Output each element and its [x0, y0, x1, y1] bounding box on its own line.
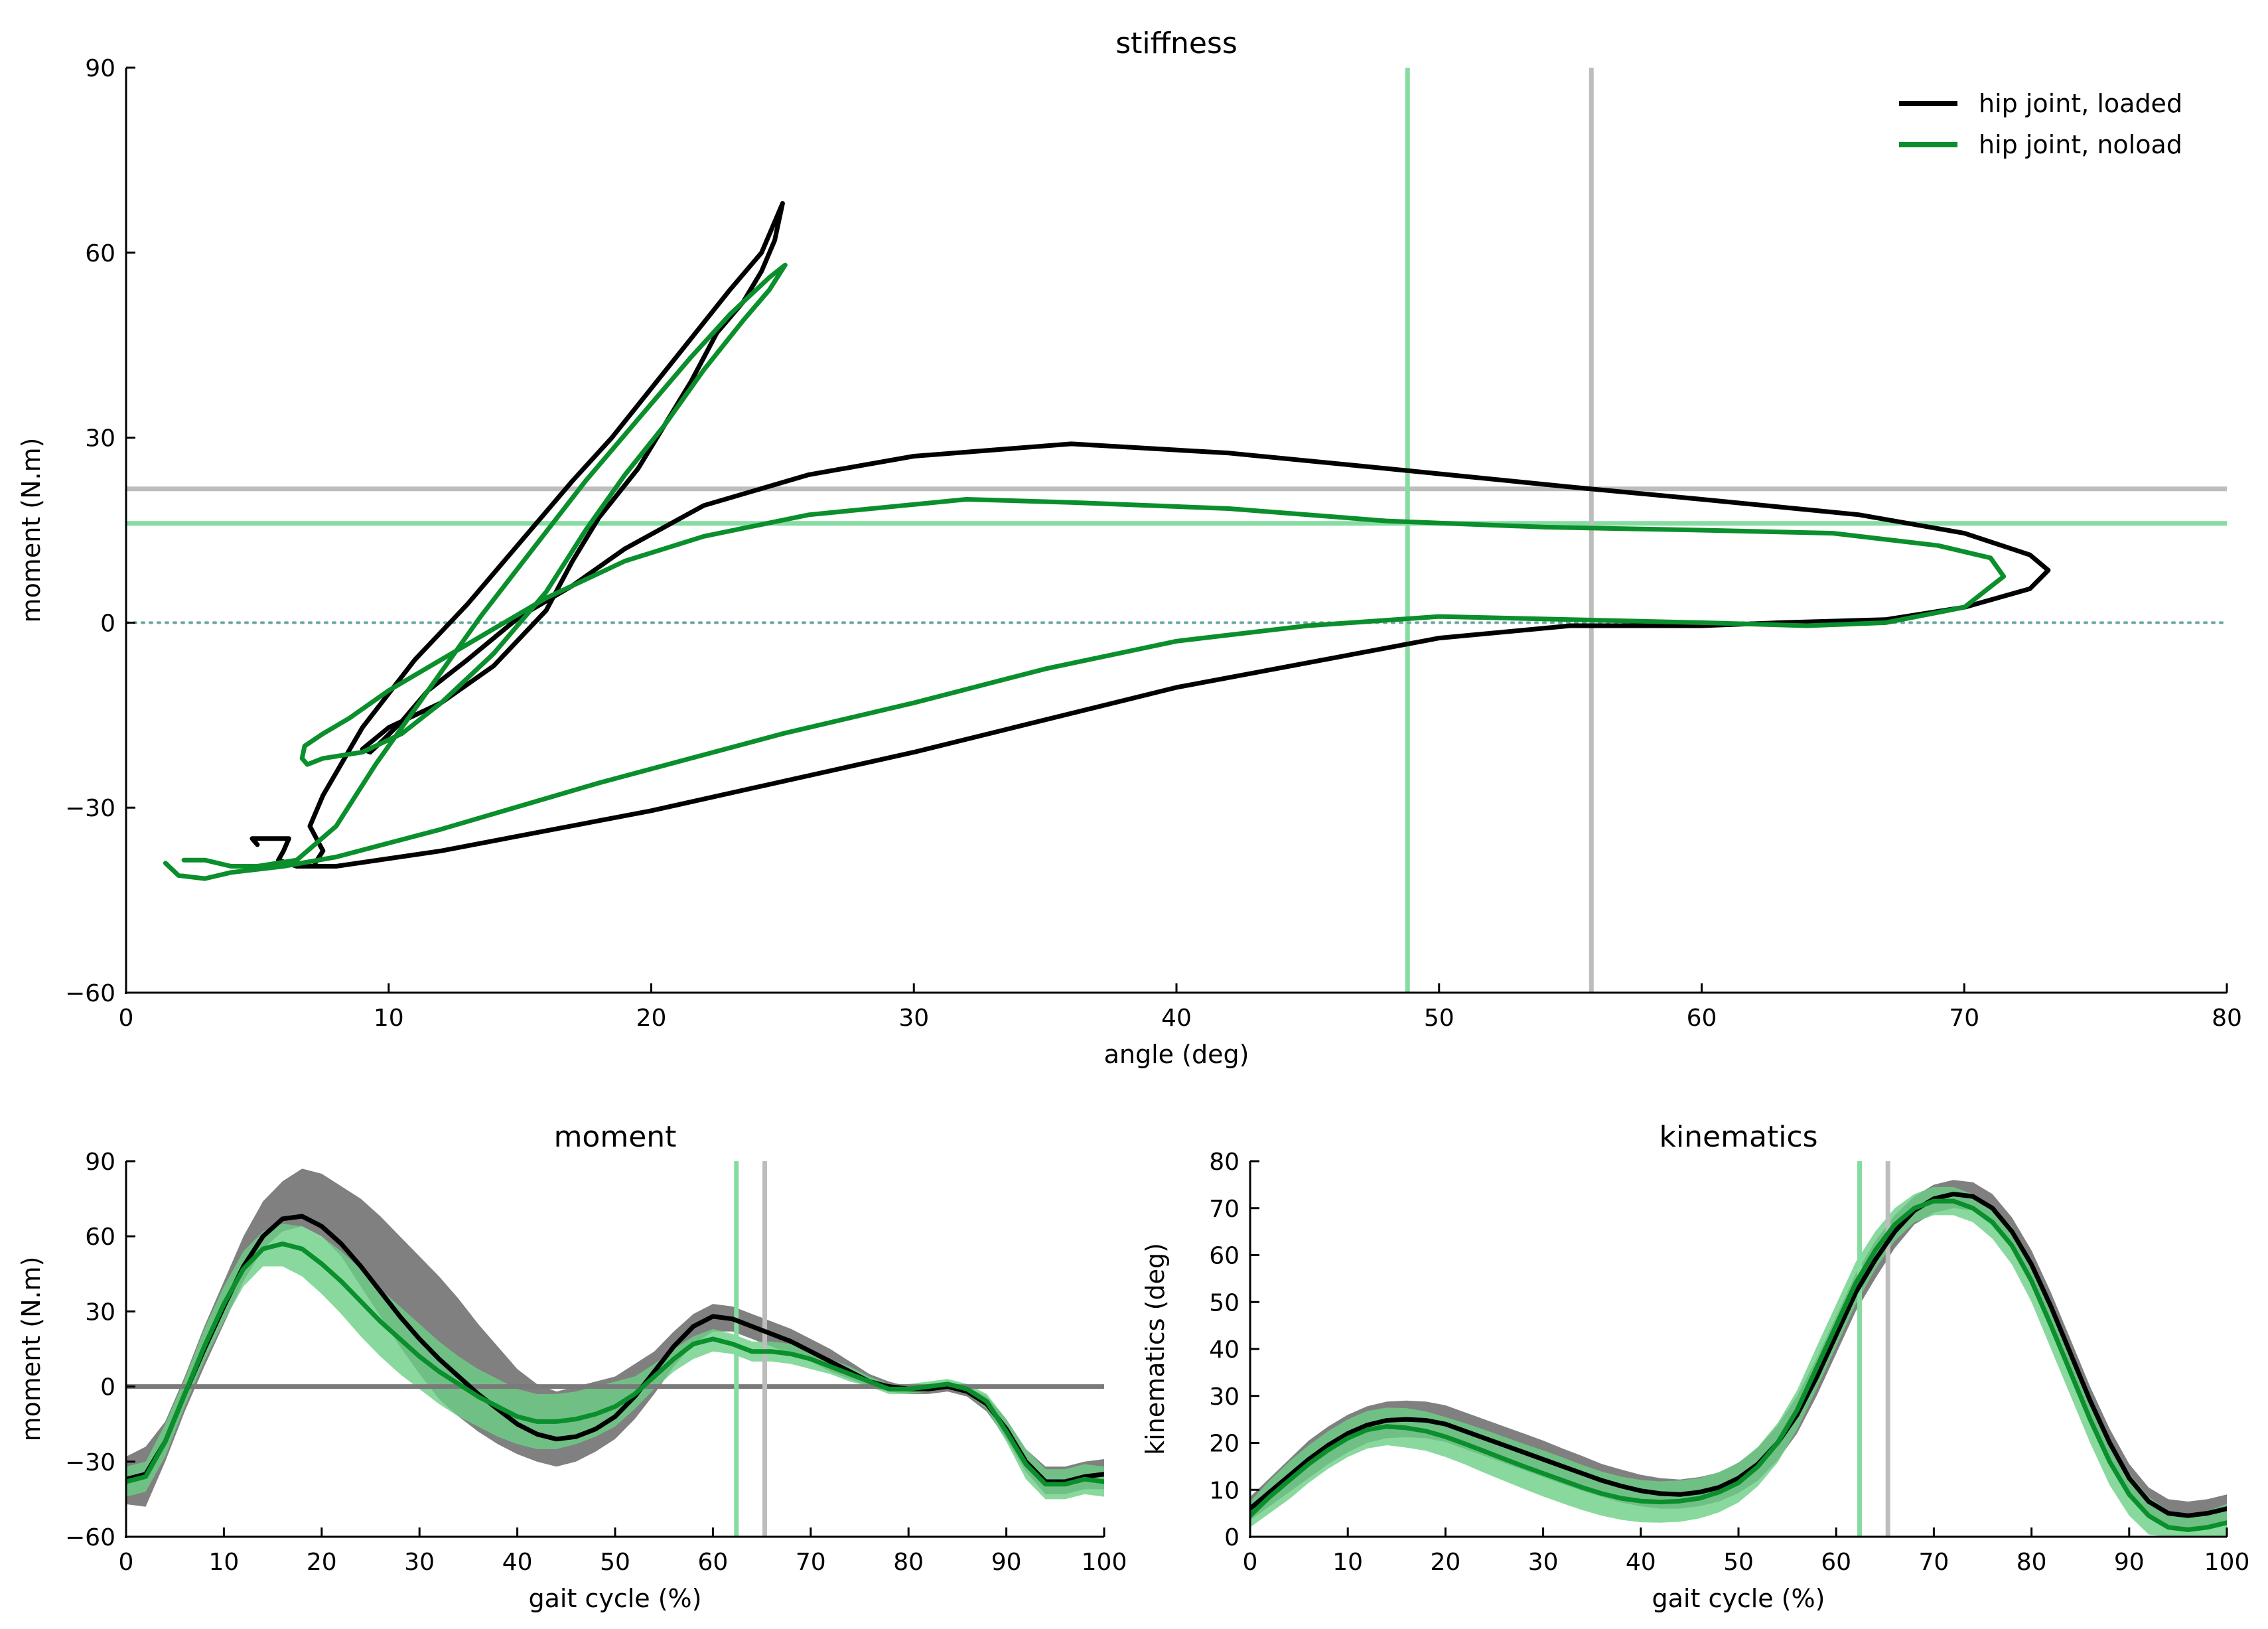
moment-x-tick-label: 30 [404, 1549, 435, 1576]
moment-band-noload [126, 1224, 1104, 1500]
moment-line-noload [126, 1241, 1104, 1487]
kinematics-x-tick-label: 10 [1332, 1549, 1363, 1576]
moment-x-tick-label: 90 [991, 1549, 1022, 1576]
kinematics-x-tick-label: 0 [1243, 1549, 1258, 1576]
kinematics-x-tick-label: 20 [1430, 1549, 1460, 1576]
stiffness-x-tick-label: 20 [636, 1005, 667, 1032]
moment-y-tick-label: 90 [85, 1149, 115, 1176]
kinematics-y-tick-label: 80 [1209, 1149, 1240, 1176]
moment-x-tick-label: 100 [1082, 1549, 1127, 1576]
stiffness-line-noload [163, 262, 2007, 881]
stiffness-y-tick-label: 0 [100, 610, 115, 637]
moment-x-tick-label: 20 [307, 1549, 337, 1576]
stiffness-x-tick-label: 30 [898, 1005, 929, 1032]
moment-x-tick-label: 70 [796, 1549, 826, 1576]
kinematics-plot-area [1250, 1161, 2227, 1537]
kinematics-y-tick-label: 40 [1209, 1336, 1240, 1364]
kinematics-y-tick-label: 70 [1209, 1196, 1240, 1223]
stiffness-y-label: moment (N.m) [17, 438, 46, 623]
moment-plot-area [126, 1161, 1104, 1537]
kinematics-y-tick-label: 20 [1209, 1431, 1240, 1458]
stiffness-legend: hip joint, loaded hip joint, noload [1899, 89, 2182, 159]
moment-y-label: moment (N.m) [17, 1257, 46, 1442]
stiffness-x-label: angle (deg) [1104, 1040, 1249, 1069]
kinematics-title: kinematics [1659, 1120, 1817, 1154]
stiffness-x-tick-label: 0 [119, 1005, 134, 1032]
moment-line-loaded [126, 1214, 1104, 1484]
stiffness-x-tick-label: 60 [1687, 1005, 1717, 1032]
kinematics-x-tick-label: 90 [2114, 1549, 2145, 1576]
kinematics-line-loaded [1250, 1192, 2227, 1518]
kinematics-x-tick-label: 100 [2204, 1549, 2250, 1576]
kinematics-line-noload [1250, 1198, 2227, 1532]
stiffness-plot-area [126, 68, 2227, 993]
kinematics-x-tick-label: 50 [1723, 1549, 1754, 1576]
moment-title: moment [554, 1120, 677, 1154]
moment-panel: 0 10 20 30 40 50 60 70 80 90 100 −60 −30 0 30 60 90 momen… [17, 1120, 1127, 1613]
kinematics-x-tick-label: 70 [1918, 1549, 1949, 1576]
stiffness-x-tick-label: 10 [374, 1005, 404, 1032]
kinematics-band-noload [1250, 1186, 2227, 1537]
moment-x-tick-label: 50 [600, 1549, 630, 1576]
kinematics-x-label: gait cycle (%) [1652, 1584, 1825, 1613]
kinematics-y-tick-label: 60 [1209, 1243, 1240, 1270]
kinematics-x-tick-label: 60 [1821, 1549, 1851, 1576]
kinematics-y-label: kinematics (deg) [1141, 1243, 1170, 1455]
stiffness-y-tick-label: 30 [85, 425, 115, 453]
stiffness-x-tick-label: 80 [2212, 1005, 2242, 1032]
stiffness-x-tick-label: 70 [1949, 1005, 1979, 1032]
kinematics-x-tick-label: 30 [1528, 1549, 1559, 1576]
stiffness-panel: 0 10 20 30 40 50 60 70 80 −60 −30 0 30 60 90 stiffness a… [17, 27, 2242, 1069]
stiffness-x-tick-label: 40 [1161, 1005, 1192, 1032]
kinematics-y-tick-label: 0 [1224, 1524, 1240, 1551]
kinematics-x-tick-label: 80 [2017, 1549, 2047, 1576]
stiffness-x-tick-label: 50 [1424, 1005, 1454, 1032]
moment-y-tick-label: −30 [65, 1449, 115, 1476]
moment-y-tick-label: 60 [85, 1224, 115, 1251]
stiffness-title: stiffness [1115, 27, 1238, 60]
kinematics-y-tick-label: 50 [1209, 1289, 1240, 1316]
stiffness-y-tick-label: −60 [65, 980, 115, 1007]
legend-label-loaded: hip joint, loaded [1979, 89, 2182, 118]
stiffness-y-tick-label: 60 [85, 240, 115, 267]
moment-x-tick-label: 10 [208, 1549, 239, 1576]
stiffness-y-tick-label: 90 [85, 55, 115, 82]
moment-y-tick-label: −60 [65, 1524, 115, 1551]
kinematics-panel: 0 10 20 30 40 50 60 70 80 90 100 0 10 20 30 40 50 60 70 80 k… [1141, 1120, 2249, 1613]
stiffness-line-loaded [249, 201, 2051, 869]
moment-y-tick-label: 0 [100, 1374, 115, 1401]
moment-y-tick-label: 30 [85, 1299, 115, 1326]
moment-x-tick-label: 0 [119, 1549, 134, 1576]
moment-band-loaded [126, 1169, 1104, 1507]
moment-x-tick-label: 80 [893, 1549, 924, 1576]
moment-x-tick-label: 40 [502, 1549, 533, 1576]
kinematics-y-tick-label: 30 [1209, 1383, 1240, 1411]
kinematics-x-tick-label: 40 [1626, 1549, 1656, 1576]
kinematics-y-tick-label: 10 [1209, 1477, 1240, 1504]
moment-x-tick-label: 60 [697, 1549, 728, 1576]
stiffness-y-tick-label: −30 [65, 795, 115, 822]
moment-x-label: gait cycle (%) [529, 1584, 702, 1613]
legend-label-noload: hip joint, noload [1979, 130, 2182, 159]
